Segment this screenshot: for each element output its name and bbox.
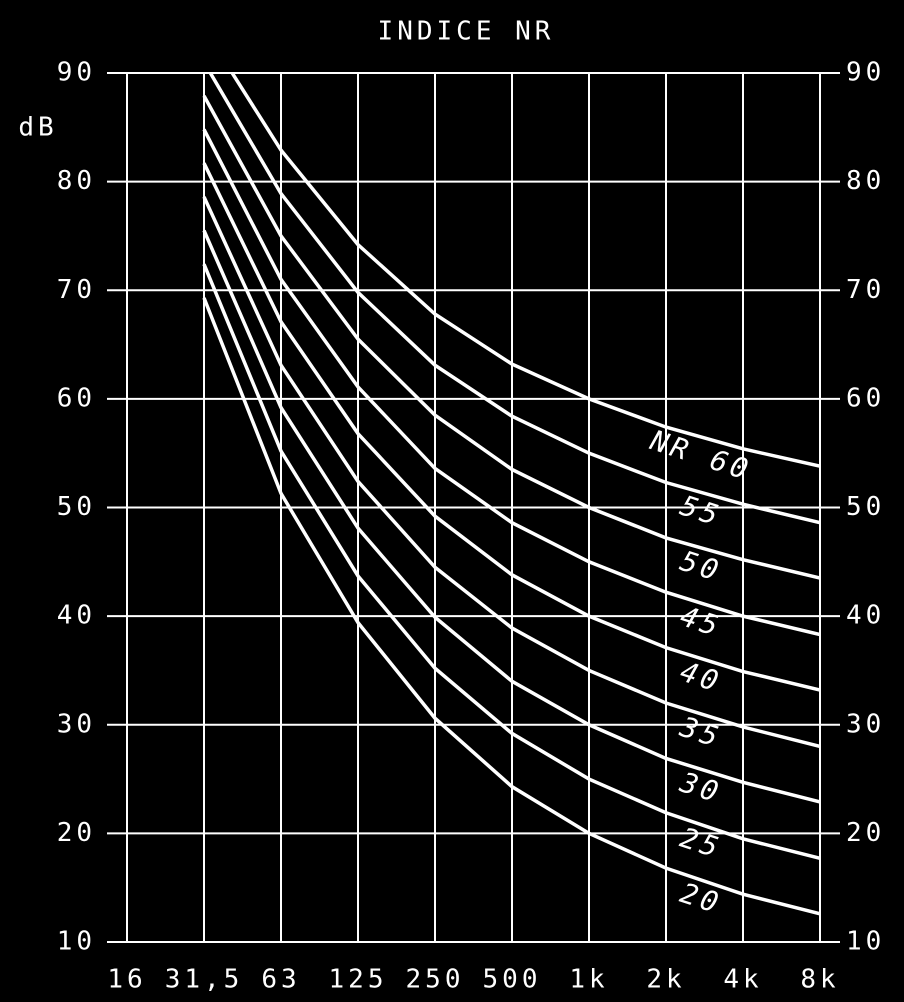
- x-tick-label: 4k: [723, 965, 762, 995]
- y-tick-label-right: 50: [846, 492, 885, 522]
- y-tick-label: 70: [57, 275, 96, 305]
- chart-title: INDICE NR: [378, 17, 555, 47]
- x-tick-label: 1k: [569, 965, 608, 995]
- y-tick-label-right: 10: [846, 927, 885, 957]
- x-tick-label: 2k: [646, 965, 685, 995]
- y-tick-label: 60: [57, 383, 96, 413]
- nr-curve: [202, 128, 820, 637]
- nr-curve: [202, 297, 820, 916]
- nr-curve: [202, 196, 820, 749]
- curve-label: 55: [676, 489, 726, 533]
- y-tick-label: 50: [57, 492, 96, 522]
- x-tick-label: 31,5: [165, 965, 244, 995]
- curve-label: 20: [676, 876, 726, 920]
- y-tick-label: 90: [57, 58, 96, 88]
- y-tick-label: 20: [57, 818, 96, 848]
- y-tick-label-right: 60: [846, 383, 885, 413]
- x-tick-label: 63: [261, 965, 300, 995]
- x-tick-label: 8k: [800, 965, 839, 995]
- y-tick-label-right: 90: [846, 58, 885, 88]
- nr-curve: [208, 73, 820, 525]
- curve-label: NR 60: [645, 423, 755, 487]
- y-tick-label: 40: [57, 601, 96, 631]
- y-tick-label: 30: [57, 709, 96, 739]
- curve-label: 35: [675, 710, 726, 755]
- y-tick-label: 10: [57, 927, 96, 957]
- y-tick-label-right: 40: [846, 601, 885, 631]
- x-tick-label: 16: [107, 965, 146, 995]
- curve-label: 30: [675, 765, 726, 810]
- y-tick-label-right: 80: [846, 166, 885, 196]
- nr-curve: [202, 162, 820, 692]
- y-axis-label: dB: [18, 113, 57, 143]
- nr-curve: [230, 73, 820, 468]
- curve-label: 50: [676, 544, 726, 588]
- plot-area: [202, 73, 820, 916]
- curve-label: 25: [676, 821, 726, 865]
- y-tick-label-right: 70: [846, 275, 885, 305]
- x-tick-label: 250: [406, 965, 465, 995]
- y-tick-label: 80: [57, 166, 96, 196]
- y-tick-label-right: 20: [846, 818, 885, 848]
- nr-curve: [202, 263, 820, 861]
- nr-curve: [202, 94, 820, 580]
- y-tick-label-right: 30: [846, 709, 885, 739]
- curve-label: 45: [676, 599, 726, 643]
- x-tick-label: 500: [483, 965, 542, 995]
- curve-label: 40: [676, 655, 726, 699]
- nr-curve: [202, 229, 820, 804]
- x-tick-label: 125: [329, 965, 388, 995]
